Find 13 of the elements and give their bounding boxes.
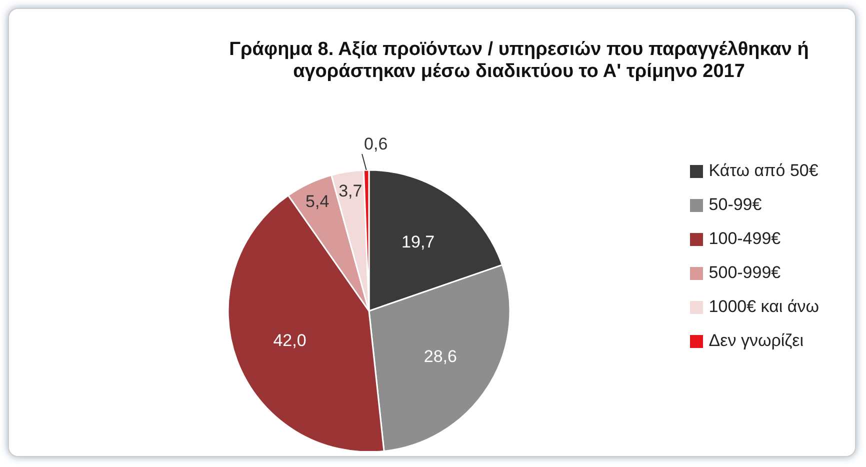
- legend-label: Δεν γνωρίζει: [708, 331, 804, 351]
- data-label: 0,6: [364, 134, 388, 154]
- data-label: 3,7: [338, 182, 362, 201]
- legend-label: 100-499€: [708, 229, 781, 249]
- legend-label: 1000€ και άνω: [708, 297, 819, 317]
- data-label: 28,6: [424, 346, 457, 366]
- legend-label: Κάτω από 50€: [708, 161, 818, 181]
- data-label: 19,7: [402, 232, 435, 252]
- legend-label: 500-999€: [708, 263, 781, 283]
- legend-label: 50-99€: [708, 195, 762, 215]
- chart-title: Γράφημα 8. Αξία προϊόντων / υπηρεσιών που παραγγέλθηκαν ή αγοράστηκαν μέσω διαδικτύου το Α' τρίμηνο 2017: [228, 39, 810, 83]
- data-label: 5,4: [306, 192, 330, 211]
- data-label: 42,0: [273, 331, 306, 350]
